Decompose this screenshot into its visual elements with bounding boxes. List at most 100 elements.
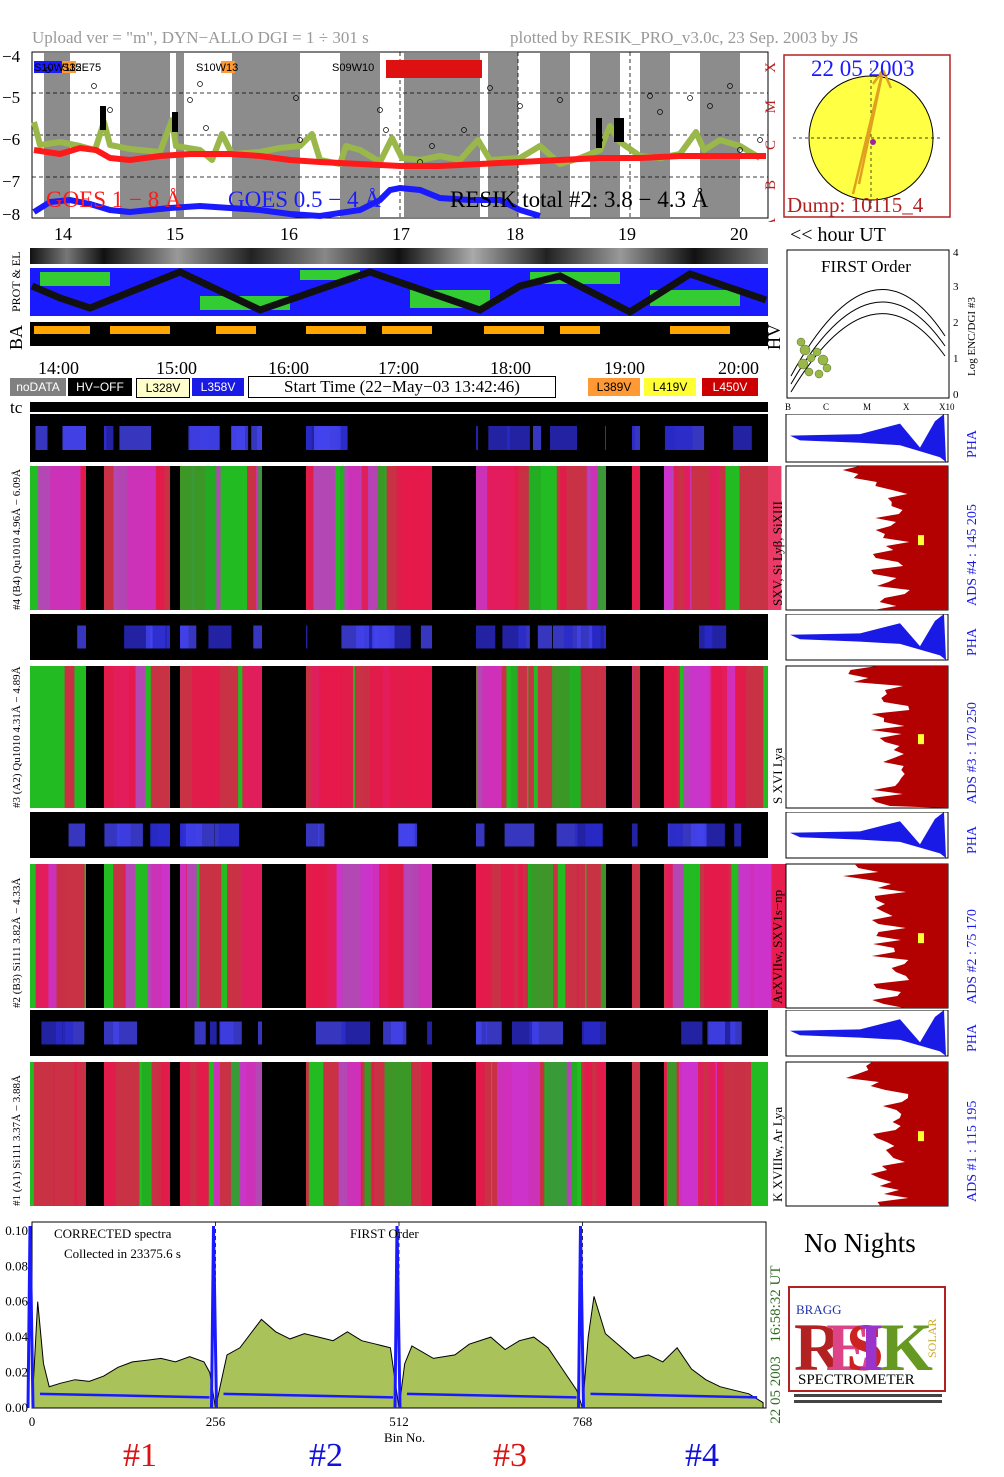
pha-signal bbox=[220, 1021, 242, 1045]
hv-label: HV bbox=[764, 324, 784, 350]
sun-disk-panel: 22 05 2003 Dump: 10115_4 bbox=[783, 54, 951, 218]
pha-gap bbox=[640, 414, 664, 462]
pha-signal bbox=[104, 823, 120, 847]
pha-signal bbox=[68, 823, 85, 847]
pha-gap bbox=[432, 812, 476, 858]
pha-signal bbox=[398, 823, 417, 847]
spectrogram-gap bbox=[262, 1062, 306, 1206]
spectrum-ytick: 0.04 bbox=[5, 1329, 28, 1344]
resik-dense-points bbox=[100, 106, 624, 148]
pha-histogram bbox=[790, 1010, 946, 1056]
pha-signal bbox=[730, 1021, 742, 1045]
ads-histogram bbox=[845, 1062, 948, 1206]
pha-signal bbox=[151, 823, 175, 847]
spectrogram-gap bbox=[86, 666, 104, 808]
spectrum-channel-label: #3 bbox=[493, 1437, 527, 1474]
goes-lightcurve-panel: −4 −5 −6 −7 −8 X M C B A S10W115 S32E75 … bbox=[2, 50, 779, 222]
spectrogram-band bbox=[528, 666, 534, 808]
ads-window-marker bbox=[918, 535, 924, 546]
hour-label: 18 bbox=[506, 224, 524, 244]
hour-axis: 14 15 16 17 18 19 20 bbox=[0, 224, 790, 248]
spectrum-yticks: 0.10 0.08 0.06 0.04 0.02 0.00 bbox=[5, 1223, 28, 1415]
spectrogram-gap bbox=[606, 864, 632, 1008]
pha-signal bbox=[341, 1021, 371, 1045]
spectrogram-band bbox=[698, 1062, 716, 1206]
spectrogram-band bbox=[497, 1062, 529, 1206]
spectrum-channel-label: #1 bbox=[123, 1437, 157, 1474]
channel-lines-label: K XVIIIw, Ar Lya bbox=[770, 1107, 785, 1202]
first-order-points bbox=[796, 337, 832, 379]
spectrogram-band bbox=[364, 1062, 371, 1206]
pha-signal bbox=[218, 823, 239, 847]
spectrogram-gap bbox=[640, 1062, 664, 1206]
pha-signal bbox=[314, 426, 326, 450]
spectrogram-gap bbox=[640, 466, 664, 610]
status-nodata: noDATA bbox=[10, 378, 66, 396]
pha-signal bbox=[564, 625, 573, 649]
spectrogram-band bbox=[314, 864, 337, 1008]
pha-gap bbox=[262, 812, 306, 858]
pha-gap bbox=[606, 812, 632, 858]
spectrogram-band bbox=[525, 864, 553, 1008]
channel-ads-label: ADS #4 : 145 205 bbox=[965, 504, 980, 606]
spectrogram-band bbox=[739, 466, 759, 610]
spectrum-date-label: 22 05 2003 bbox=[768, 1356, 784, 1424]
spectrogram-band bbox=[38, 466, 81, 610]
spectrum-title: CORRECTED spectra bbox=[54, 1226, 172, 1241]
spectrogram-band bbox=[344, 466, 378, 610]
pha-signal bbox=[532, 1021, 563, 1045]
spectrum-edge-spike bbox=[393, 1225, 402, 1409]
pha-signal bbox=[556, 823, 578, 847]
spectrogram-band bbox=[712, 666, 718, 808]
pha-gap bbox=[170, 812, 180, 858]
spectrogram-gap bbox=[606, 466, 632, 610]
goes-class-letters: X M C B A bbox=[763, 62, 779, 222]
spectrum-collected: Collected in 23375.6 s bbox=[64, 1246, 181, 1261]
spectrogram-band bbox=[227, 864, 263, 1008]
pha-signal bbox=[372, 625, 395, 649]
legend-resik-total: RESIK total #2: 3.8 − 4.3 Å bbox=[450, 187, 709, 212]
first-order-xticks: B C M X X10 bbox=[785, 402, 955, 412]
spectrogram-band bbox=[390, 666, 434, 808]
spectrogram-band bbox=[518, 864, 528, 1008]
spectrogram-gap bbox=[432, 666, 476, 808]
spectrogram-gap bbox=[170, 466, 180, 610]
spectrogram-band bbox=[684, 1062, 694, 1206]
hour-axis-unit: << hour UT bbox=[790, 224, 886, 246]
spectrogram-band bbox=[758, 466, 782, 610]
ads-histogram bbox=[848, 666, 948, 808]
first-order-ytick: 3 bbox=[953, 281, 959, 293]
spectrogram-gap bbox=[86, 1062, 104, 1206]
logo-letter: E bbox=[826, 1309, 871, 1385]
ba-on-regions bbox=[34, 326, 730, 334]
pha-gap bbox=[86, 414, 104, 462]
pha-gap bbox=[170, 614, 180, 660]
spectrogram-gap bbox=[432, 466, 476, 610]
spectrogram-band bbox=[178, 666, 211, 808]
goes-ytick: −6 bbox=[2, 130, 20, 149]
pha-gap bbox=[606, 1010, 632, 1056]
goes-class-letter: X bbox=[763, 62, 779, 73]
first-order-curve-upper bbox=[790, 289, 946, 377]
first-order-ytick: 2 bbox=[953, 317, 959, 329]
status-v358: L358V bbox=[192, 378, 244, 396]
spectrogram-band bbox=[113, 466, 156, 610]
spectrogram-gap bbox=[432, 864, 476, 1008]
spectrogram-band bbox=[35, 864, 49, 1008]
channel-lines-label: S XVI Lya bbox=[770, 747, 785, 804]
pha-signal bbox=[315, 1021, 346, 1045]
spectrogram-band bbox=[754, 864, 772, 1008]
first-order-ytick: 0 bbox=[953, 389, 959, 401]
logo-letter: R bbox=[794, 1309, 844, 1385]
pointing-marker bbox=[870, 139, 876, 145]
time-label: 18:00 bbox=[490, 358, 532, 378]
spectrogram-band bbox=[215, 466, 221, 610]
channel-lines-label: ArXVIIw, SXV1s−np bbox=[770, 890, 785, 1004]
spectrum-segment-1 bbox=[31, 1301, 217, 1409]
spectrogram-band bbox=[239, 1062, 247, 1206]
pha-signal bbox=[208, 625, 232, 649]
resik-total-curve bbox=[31, 117, 762, 167]
spectrogram-band bbox=[541, 1062, 567, 1206]
goes-ytick: −7 bbox=[2, 172, 21, 191]
spectrum-channel-labels: #1 #2 #3 #4 bbox=[123, 1437, 719, 1474]
